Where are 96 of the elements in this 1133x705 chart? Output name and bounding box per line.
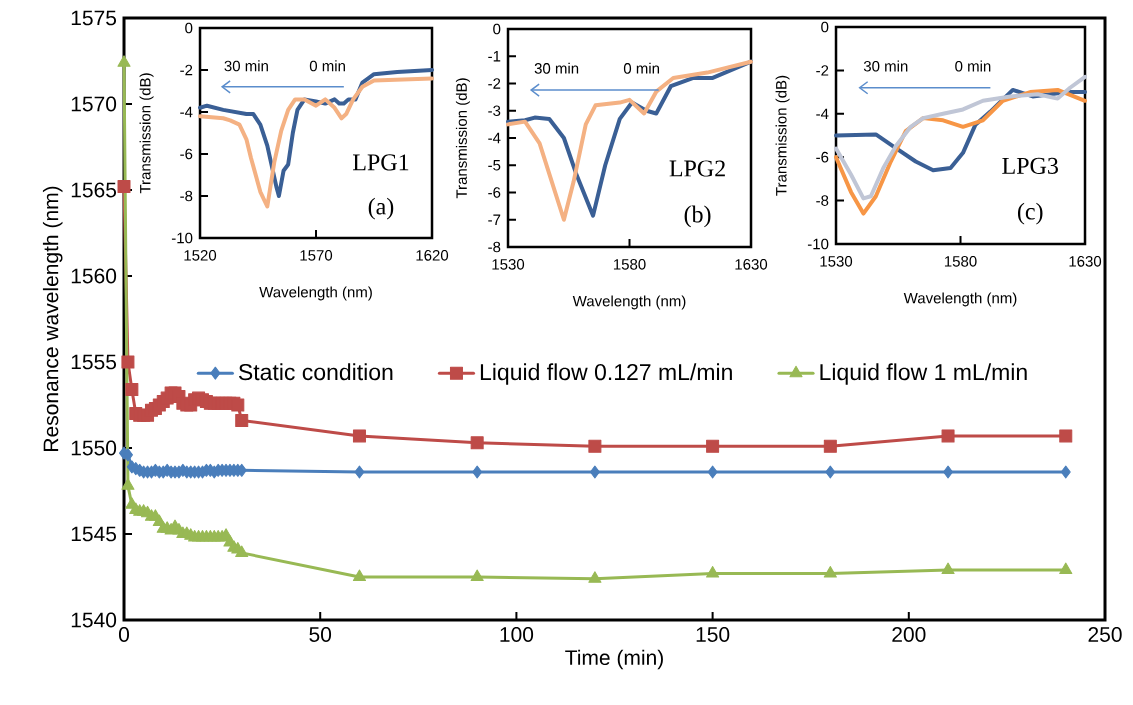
point (706, 566, 720, 578)
y-tick-label: 1540 (71, 612, 117, 628)
x-tick-label: 50 (309, 627, 332, 642)
x-tick-label: 1530 (820, 256, 853, 267)
point (706, 439, 720, 453)
legend-label: Liquid flow 1 mL/min (820, 363, 1027, 385)
point (472, 465, 483, 479)
y-tick-label: -2 (180, 64, 193, 76)
point (117, 180, 131, 194)
point (231, 398, 245, 412)
annotation: 30 min (863, 60, 908, 72)
point (588, 439, 602, 453)
point (470, 569, 484, 581)
point (707, 465, 718, 479)
annotation: 0 min (309, 60, 345, 72)
x-tick-label: 1570 (300, 250, 333, 261)
point (352, 429, 366, 443)
x-tick-label: 1580 (613, 259, 646, 270)
annotation: (a) (368, 197, 394, 220)
y-tick-label: -6 (488, 187, 501, 198)
y-tick-label: -5 (488, 160, 501, 171)
point (352, 569, 367, 581)
point (588, 571, 602, 583)
y-tick-label: -4 (816, 108, 829, 119)
x-tick-label: 1620 (416, 250, 449, 261)
line-series (834, 74, 1088, 201)
x-tick-label: 0 (118, 627, 130, 642)
point (589, 465, 600, 479)
y-axis-title: Resonance wavelength (nm) (42, 186, 63, 451)
point (125, 383, 139, 396)
legend-label: Static condition (238, 363, 393, 381)
x-tick-label: 1520 (184, 250, 217, 261)
y-tick-label: -2 (816, 65, 829, 76)
y-tick-label: -8 (488, 241, 501, 253)
y-tick-label: 1570 (71, 96, 117, 112)
point (823, 439, 837, 453)
y-tick-label: 1550 (71, 440, 117, 456)
annotation: LPG2 (669, 160, 725, 177)
y-tick-label: 1555 (71, 354, 117, 370)
y-tick-label: -10 (807, 238, 829, 250)
x-tick-label: 250 (1088, 627, 1122, 642)
point (235, 545, 249, 557)
x-tick-label: 1530 (492, 259, 525, 270)
annotation: (b) (684, 205, 711, 228)
point (470, 436, 484, 450)
y-tick-label: -8 (180, 190, 193, 202)
legend-label: Liquid flow 0.127 mL/min (480, 363, 732, 385)
point (943, 465, 954, 479)
y-axis-title: Transmission (dB) (139, 73, 154, 194)
y-axis-title: Transmission (dB) (775, 75, 790, 196)
y-tick-label: 0 (821, 21, 829, 33)
y-tick-label: -8 (816, 195, 829, 206)
y-tick-label: -1 (488, 51, 501, 62)
x-axis-title: Wavelength (nm) (259, 286, 372, 301)
annotation: LPG1 (352, 154, 409, 171)
point (354, 465, 365, 479)
y-tick-label: -4 (488, 132, 501, 144)
y-tick-label: -10 (171, 232, 193, 244)
x-tick-label: 100 (500, 627, 534, 642)
point (823, 566, 837, 578)
x-tick-label: 150 (696, 627, 730, 642)
annotation: 30 min (224, 60, 268, 72)
annotation: 0 min (623, 62, 660, 74)
point (1059, 429, 1073, 443)
y-tick-label: 1565 (71, 182, 117, 198)
point (235, 413, 249, 427)
y-tick-label: -2 (488, 78, 501, 89)
x-tick-label: 200 (892, 627, 926, 642)
point (121, 478, 135, 490)
point (941, 562, 955, 575)
y-tick-label: -7 (488, 214, 501, 225)
y-tick-label: 0 (185, 22, 193, 34)
x-axis-title: Wavelength (nm) (903, 292, 1017, 307)
y-tick-label: 0 (493, 23, 501, 35)
x-tick-label: 1630 (1069, 256, 1102, 267)
y-tick-label: -6 (180, 148, 193, 160)
x-axis-title: Time (min) (565, 649, 663, 670)
annotation: 30 min (534, 62, 579, 74)
y-tick-label: 1560 (71, 268, 117, 284)
annotation: (c) (1017, 202, 1043, 225)
point (1060, 465, 1071, 479)
annotation: LPG3 (1002, 157, 1058, 174)
y-tick-label: -6 (816, 151, 829, 163)
point (825, 465, 836, 479)
y-axis-title: Transmission (dB) (455, 78, 470, 199)
x-tick-label: 1580 (944, 256, 977, 267)
y-tick-label: 1575 (71, 10, 117, 26)
point (1059, 562, 1073, 575)
point (941, 429, 955, 443)
x-axis-title: Wavelength (nm) (572, 295, 686, 310)
y-tick-label: 1545 (71, 526, 117, 542)
point (121, 355, 135, 369)
annotation: 0 min (955, 60, 991, 72)
y-tick-label: -3 (488, 105, 501, 117)
y-tick-label: -4 (180, 106, 193, 118)
x-tick-label: 1630 (735, 259, 768, 270)
